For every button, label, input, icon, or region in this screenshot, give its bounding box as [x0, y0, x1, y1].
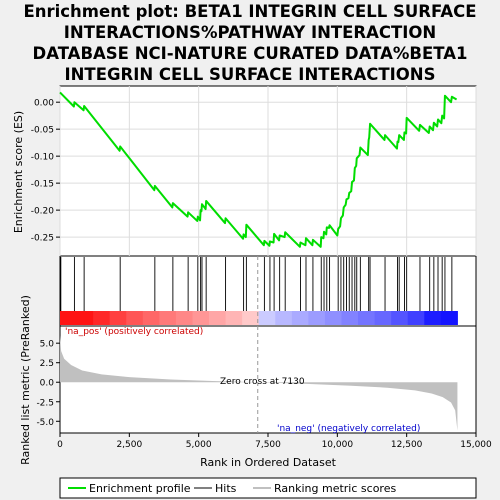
es-y-axis-label: Enrichment score (ES) — [12, 111, 25, 233]
rank-color-segment — [324, 311, 343, 325]
title-line-1: Enrichment plot: BETA1 INTEGRIN CELL SUR… — [23, 2, 477, 21]
rank-color-segment — [391, 311, 409, 325]
enrichment-profile-line — [59, 91, 458, 248]
metric-y-tick-label: 0.0 — [40, 379, 55, 389]
rank-color-segment — [192, 311, 210, 325]
title-line-4: INTEGRIN CELL SURFACE INTERACTIONS — [64, 65, 436, 84]
rank-color-segment — [291, 311, 309, 325]
x-axis-label: Rank in Ordered Dataset — [200, 456, 337, 469]
es-y-tick-label: -0.10 — [31, 153, 55, 163]
es-y-tick-label: 0.00 — [34, 99, 54, 109]
legend-label-hits: Hits — [215, 482, 237, 495]
ranking-metric-area — [60, 335, 458, 431]
es-y-tick-label: -0.15 — [31, 180, 54, 190]
rank-color-segment — [407, 311, 425, 325]
rank-color-segment — [109, 311, 127, 325]
title-line-2: INTERACTIONS%PATHWAY INTERACTION — [63, 23, 437, 42]
metric-y-tick-label: 2.5 — [40, 359, 54, 369]
rank-color-segment — [440, 311, 458, 325]
rank-color-segment — [341, 311, 359, 325]
x-tick-label: 10,000 — [322, 440, 354, 450]
metric-y-axis-label: Ranked list metric (PreRanked) — [19, 295, 32, 465]
rank-color-segment — [225, 311, 243, 325]
metric-y-tick-label: -5.0 — [36, 418, 54, 428]
x-tick-label: 15,000 — [460, 440, 492, 450]
x-tick-label: 2,500 — [116, 440, 142, 450]
rank-color-segment — [374, 311, 392, 325]
pos-correlated-label: 'na_pos' (positively correlated) — [65, 327, 203, 337]
rank-color-segment — [308, 311, 326, 325]
es-y-tick-label: -0.05 — [31, 126, 54, 136]
rank-color-segment — [424, 311, 442, 325]
rank-color-segment — [175, 311, 193, 325]
legend-label-metric: Ranking metric scores — [274, 482, 396, 495]
es-y-tick-label: -0.25 — [31, 234, 54, 244]
rank-color-segment — [142, 311, 160, 325]
rank-color-segment — [275, 311, 293, 325]
rank-color-segment — [209, 311, 227, 325]
x-tick-label: 5,000 — [186, 440, 212, 450]
x-tick-label: 7,500 — [255, 440, 281, 450]
rank-color-segment — [93, 311, 111, 325]
legend: Enrichment profile Hits Ranking metric s… — [59, 477, 477, 499]
metric-y-tick-label: -2.5 — [36, 398, 54, 408]
es-y-tick-label: -0.20 — [31, 207, 55, 217]
rank-color-segment — [258, 311, 276, 325]
metric-y-tick-label: 5.0 — [40, 340, 55, 350]
rank-color-segment — [242, 311, 260, 325]
x-tick-label: 12,500 — [391, 440, 423, 450]
title-line-3: DATABASE NCI-NATURE CURATED DATA%BETA1 — [32, 44, 468, 63]
zero-cross-label: Zero cross at 7130 — [220, 377, 305, 387]
rank-color-segment — [76, 311, 94, 325]
rank-color-segment — [126, 311, 144, 325]
rank-color-segment — [159, 311, 177, 325]
rank-color-segment — [358, 311, 376, 325]
rank-color-segment — [60, 311, 78, 325]
chart-title: Enrichment plot: BETA1 INTEGRIN CELL SUR… — [0, 1, 500, 85]
legend-label-enrichment: Enrichment profile — [89, 482, 191, 495]
neg-correlated-label: 'na_neg' (negatively correlated) — [277, 424, 420, 434]
x-tick-label: 0 — [57, 440, 63, 450]
